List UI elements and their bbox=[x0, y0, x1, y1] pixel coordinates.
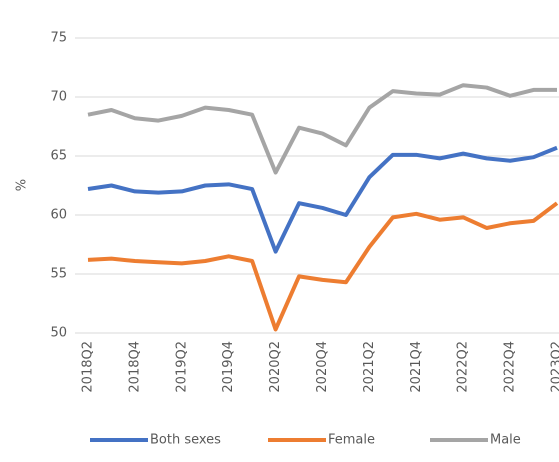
x-tick-label: 2023Q2 bbox=[550, 341, 559, 393]
y-tick-label: 70 bbox=[50, 90, 67, 105]
y-tick-label: 75 bbox=[50, 31, 67, 46]
x-tick-label: 2022Q4 bbox=[503, 341, 518, 393]
x-tick-label: 2019Q4 bbox=[221, 341, 236, 393]
line-series bbox=[87, 83, 557, 175]
legend-label: Female bbox=[328, 433, 375, 448]
x-tick-label: 2018Q2 bbox=[81, 341, 96, 393]
x-tick-label: 2018Q4 bbox=[127, 341, 142, 393]
x-tick-label: 2021Q4 bbox=[409, 341, 424, 393]
line-series bbox=[87, 145, 558, 254]
y-axis-label: % bbox=[15, 179, 30, 191]
y-tick-label: 65 bbox=[50, 149, 67, 164]
y-tick-label: 60 bbox=[50, 208, 67, 223]
legend-label: Male bbox=[490, 433, 521, 448]
line-series bbox=[87, 201, 559, 332]
y-tick-label: 50 bbox=[50, 326, 67, 341]
x-tick-label: 2020Q2 bbox=[268, 341, 283, 393]
x-tick-label: 2020Q4 bbox=[315, 341, 330, 393]
x-tick-label: 2021Q2 bbox=[362, 341, 377, 393]
y-tick-label: 55 bbox=[50, 267, 67, 282]
legend-label: Both sexes bbox=[150, 433, 221, 448]
x-tick-label: 2019Q2 bbox=[174, 341, 189, 393]
x-tick-label: 2022Q2 bbox=[456, 341, 471, 393]
